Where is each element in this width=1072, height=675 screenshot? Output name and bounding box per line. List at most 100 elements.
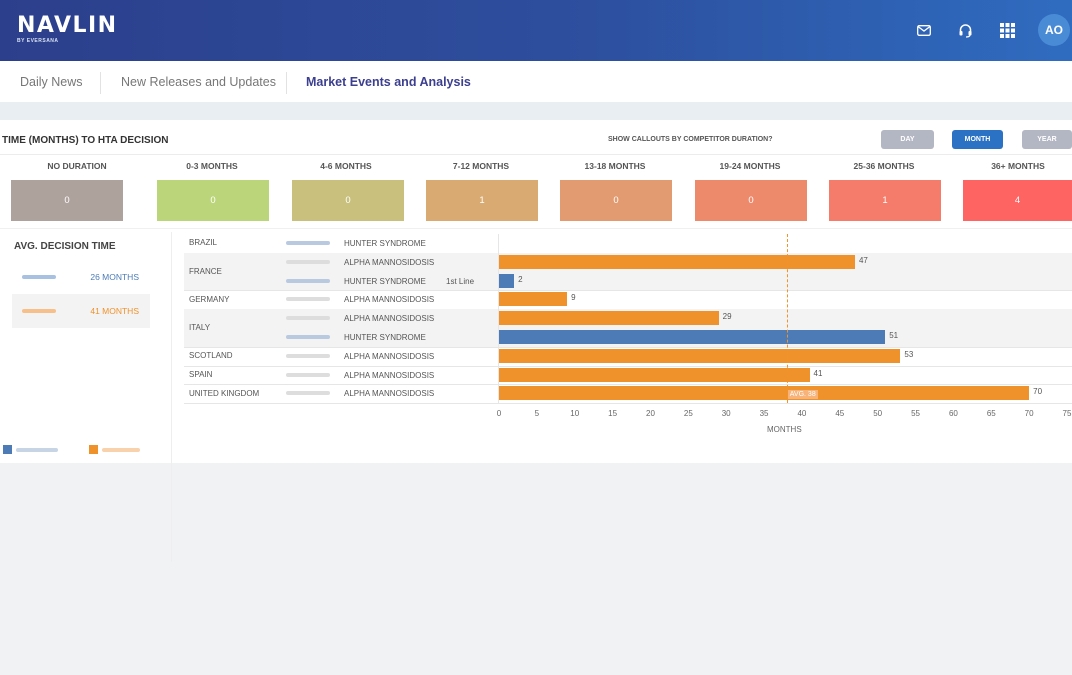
redacted-drug-name	[286, 335, 330, 339]
hta-panel: TIME (MONTHS) TO HTA DECISION SHOW CALLO…	[0, 120, 1072, 562]
bar[interactable]	[499, 367, 810, 382]
duration-label: 7-12 MONTHS	[452, 161, 510, 171]
bar[interactable]	[499, 273, 515, 288]
bar[interactable]	[499, 386, 1030, 401]
redacted-drug-name	[22, 309, 56, 313]
country-label: GERMANY	[189, 294, 230, 304]
duration-count-box[interactable]: 0	[157, 180, 269, 221]
bar-value-label: 2	[518, 274, 523, 284]
headset-icon[interactable]	[955, 20, 975, 40]
x-tick-label: 40	[797, 409, 807, 419]
logo-subtitle: BY EVERSANA	[17, 38, 59, 44]
duration-label: 0-3 MONTHS	[186, 161, 238, 171]
country-label: UNITED KINGDOM	[189, 388, 260, 398]
redacted-drug-name	[286, 297, 330, 302]
duration-count-box[interactable]: 4	[963, 180, 1072, 221]
row-divider	[184, 365, 1072, 367]
bar[interactable]	[499, 348, 901, 363]
duration-label: 19-24 MONTHS	[719, 161, 781, 171]
redacted-drug-name	[22, 275, 56, 279]
line-note: 1st Line	[446, 276, 475, 286]
duration-count-box[interactable]: 1	[829, 180, 941, 221]
x-tick-label: 55	[911, 409, 920, 419]
duration-label: 13-18 MONTHS	[584, 161, 646, 171]
bar-value-label: 9	[571, 293, 576, 303]
redacted-legend-label	[16, 448, 58, 452]
average-label: AVG. 38	[787, 390, 818, 400]
duration-label: NO DURATION	[47, 161, 107, 171]
toggle-year-button[interactable]: YEAR	[1022, 130, 1072, 149]
bar-value-label: 53	[904, 349, 914, 359]
toggle-day-button[interactable]: DAY	[881, 130, 934, 149]
indication-label: HUNTER SYNDROME	[344, 276, 426, 286]
row-divider	[184, 346, 1072, 348]
duration-count-box[interactable]: 0	[292, 180, 404, 221]
bar-value-label: 41	[813, 368, 823, 378]
bar[interactable]	[499, 254, 855, 269]
legend-swatch-a	[3, 445, 12, 454]
x-tick-label: 35	[759, 409, 769, 419]
average-line	[786, 234, 788, 404]
redacted-drug-name	[286, 391, 330, 396]
tab-new-releases[interactable]: New Releases and Updates	[121, 75, 276, 89]
mail-icon[interactable]	[914, 20, 934, 40]
indication-label: ALPHA MANNOSIDOSIS	[344, 351, 435, 361]
indication-label: ALPHA MANNOSIDOSIS	[344, 295, 435, 305]
bar[interactable]	[499, 311, 719, 326]
bar[interactable]	[499, 292, 568, 307]
callout-question: SHOW CALLOUTS BY COMPETITOR DURATION?	[608, 136, 773, 143]
indication-label: HUNTER SYNDROME	[344, 239, 426, 248]
x-tick-label: 25	[683, 409, 693, 419]
duration-count-box[interactable]: 1	[426, 180, 538, 221]
column-divider	[171, 232, 172, 562]
indication-label: ALPHA MANNOSIDOSIS	[344, 370, 435, 380]
x-tick-label: 75	[1062, 409, 1072, 419]
country-label: FRANCE	[189, 266, 222, 276]
x-tick-label: 30	[721, 409, 731, 419]
avg-value: 41 MONTHS	[90, 306, 139, 316]
x-tick-label: 5	[534, 409, 540, 419]
avg-decision-title: AVG. DECISION TIME	[14, 241, 116, 252]
bar-value-label: 47	[858, 255, 868, 265]
bar[interactable]	[499, 330, 886, 344]
legend-swatch-b	[89, 445, 98, 454]
table-row-band	[184, 271, 1072, 291]
duration-label: 25-36 MONTHS	[853, 161, 915, 171]
country-label: SPAIN	[189, 370, 213, 379]
country-label: SCOTLAND	[189, 351, 233, 361]
redacted-drug-name	[286, 353, 330, 358]
nav-divider	[286, 72, 287, 94]
app-header: NAVLIN BY EVERSANA AO	[0, 0, 1072, 61]
indication-label: ALPHA MANNOSIDOSIS	[344, 257, 435, 267]
tab-market-events[interactable]: Market Events and Analysis	[306, 75, 471, 89]
toggle-month-button[interactable]: MONTH	[952, 130, 1003, 149]
x-tick-label: 15	[608, 409, 618, 419]
country-label: ITALY	[189, 323, 211, 332]
avg-row[interactable]: 26 MONTHS	[12, 260, 150, 294]
indication-label: ALPHA MANNOSIDOSIS	[344, 314, 435, 324]
x-tick-label: 20	[646, 409, 655, 419]
navlin-logo[interactable]: NAVLIN	[17, 13, 118, 38]
x-tick-label: 60	[948, 409, 958, 419]
tab-daily-news[interactable]: Daily News	[20, 75, 83, 89]
duration-count-box[interactable]: 0	[11, 180, 123, 221]
row-divider	[184, 290, 1072, 292]
row-divider	[184, 384, 1072, 386]
x-tick-label: 70	[1024, 409, 1034, 419]
redacted-legend-label	[102, 448, 140, 452]
duration-count-box[interactable]: 0	[695, 180, 807, 221]
x-tick-label: 50	[873, 409, 883, 419]
bar-value-label: 51	[889, 331, 899, 340]
duration-count-box[interactable]: 0	[560, 180, 672, 221]
avg-row[interactable]: 41 MONTHS	[12, 294, 150, 328]
redacted-drug-name	[286, 372, 330, 377]
indication-label: HUNTER SYNDROME	[344, 333, 426, 342]
user-avatar[interactable]: AO	[1038, 14, 1070, 46]
x-tick-label: 45	[835, 409, 845, 419]
bar-value-label: 29	[722, 312, 732, 322]
apps-grid-icon[interactable]	[997, 20, 1017, 40]
redacted-drug-name	[286, 259, 330, 264]
duration-label: 4-6 MONTHS	[320, 161, 372, 171]
row-divider	[184, 403, 1072, 405]
panel-title: TIME (MONTHS) TO HTA DECISION	[2, 135, 169, 146]
